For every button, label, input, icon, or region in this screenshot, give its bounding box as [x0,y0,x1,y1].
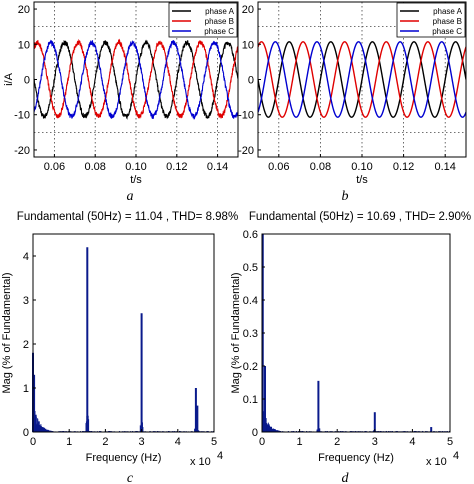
y-tick-label: 20 [242,4,254,16]
legend-label: phase A [205,7,235,16]
y-tick-label: -10 [238,110,254,122]
x-tick-label: 0.12 [393,161,414,173]
series-line-phase-c [34,39,238,120]
x-tick-label: 3 [372,436,378,448]
x-tick-label: 0.10 [125,161,146,173]
y-tick-label: 0 [24,75,30,87]
chart-a: 0.06 0.08 0.10 0.12 0.14 20 10 0 -10 -20 t/s i/A pha… [3,1,239,204]
x-tick-label: 5 [211,436,217,448]
y-tick-label: 2 [23,339,29,351]
x-tick-label: 2 [334,436,340,448]
y-tick-label: -10 [14,110,30,122]
series-line-phase-b [258,41,466,118]
x-multiplier-exponent: 4 [453,450,459,462]
y-tick-label: 10 [18,39,30,51]
x-tick-label: 1 [297,436,303,448]
x-tick-label: 3 [139,436,145,448]
x-tick-label: 0 [259,436,265,448]
y-tick-label: -20 [238,145,254,157]
x-tick-label: 4 [409,436,415,448]
series-line-phase-a [34,39,238,120]
x-tick-label: 0.14 [207,161,228,173]
plot-frame [32,233,215,433]
y-tick-label: 1 [23,383,29,395]
y-tick-label: 10 [242,39,254,51]
legend-label: phase B [433,17,462,26]
x-axis-label: t/s [130,174,142,186]
y-tick-label: 0.3 [243,328,258,340]
y-tick-label: 0.4 [243,295,258,307]
x-tick-label: 0.08 [84,161,105,173]
chart-b: 0.06 0.08 0.10 0.12 0.14 20 10 0 -10 -20 t/s phase … [238,1,467,204]
x-tick-label: 5 [447,436,453,448]
chart-title: Fundamental (50Hz) = 10.69 , THD= 2.90% [249,211,471,223]
chart-title: Fundamental (50Hz) = 11.04 , THD= 8.98% [17,211,238,223]
y-tick-label: 4 [23,251,29,263]
y-axis-label: i/A [3,72,15,86]
x-multiplier: x 10 [426,456,447,468]
x-tick-label: 0.06 [44,161,65,173]
x-axis-label: Frequency (Hz) [86,452,162,464]
panel-label: c [127,471,134,484]
series-line-phase-c [258,41,466,118]
y-tick-label: 0 [252,427,258,439]
plot-frame [261,233,451,433]
x-tick-label: 0.08 [310,161,331,173]
x-axis-label: t/s [356,174,368,186]
x-axis-label: Frequency (Hz) [318,452,394,464]
y-tick-label: 3 [23,295,29,307]
x-tick-label: 0 [30,436,36,448]
legend-box [168,2,238,38]
y-tick-label: 0.6 [243,229,258,241]
panel-label: b [342,189,349,204]
x-tick-label: 0.06 [268,161,289,173]
x-multiplier-exponent: 4 [217,450,223,462]
legend-label: phase A [433,7,463,16]
y-tick-label: 0.2 [243,361,258,373]
y-tick-label: 20 [18,4,30,16]
y-tick-label: 0.1 [243,394,258,406]
x-multiplier: x 10 [190,456,211,468]
y-axis-label: Mag (% of Fundamental) [1,272,13,393]
series-line-phase-a [258,41,466,118]
y-tick-label: -20 [14,145,30,157]
panel-label: d [342,471,350,484]
x-tick-label: 0.14 [434,161,455,173]
panel-label: a [127,189,134,204]
legend-label: phase C [432,27,462,36]
y-tick-label: 0 [23,427,29,439]
y-tick-label: 0 [248,75,254,87]
x-tick-label: 2 [102,436,108,448]
series-line-phase-b [34,38,238,119]
y-tick-label: 0.5 [243,262,258,274]
y-axis-label: Mag (% of Fundamental) [230,272,242,393]
x-tick-label: 0.12 [166,161,187,173]
x-tick-label: 4 [175,436,181,448]
legend-label: phase B [205,17,234,26]
x-tick-label: 1 [66,436,72,448]
legend-label: phase C [204,27,234,36]
x-tick-label: 0.10 [351,161,372,173]
